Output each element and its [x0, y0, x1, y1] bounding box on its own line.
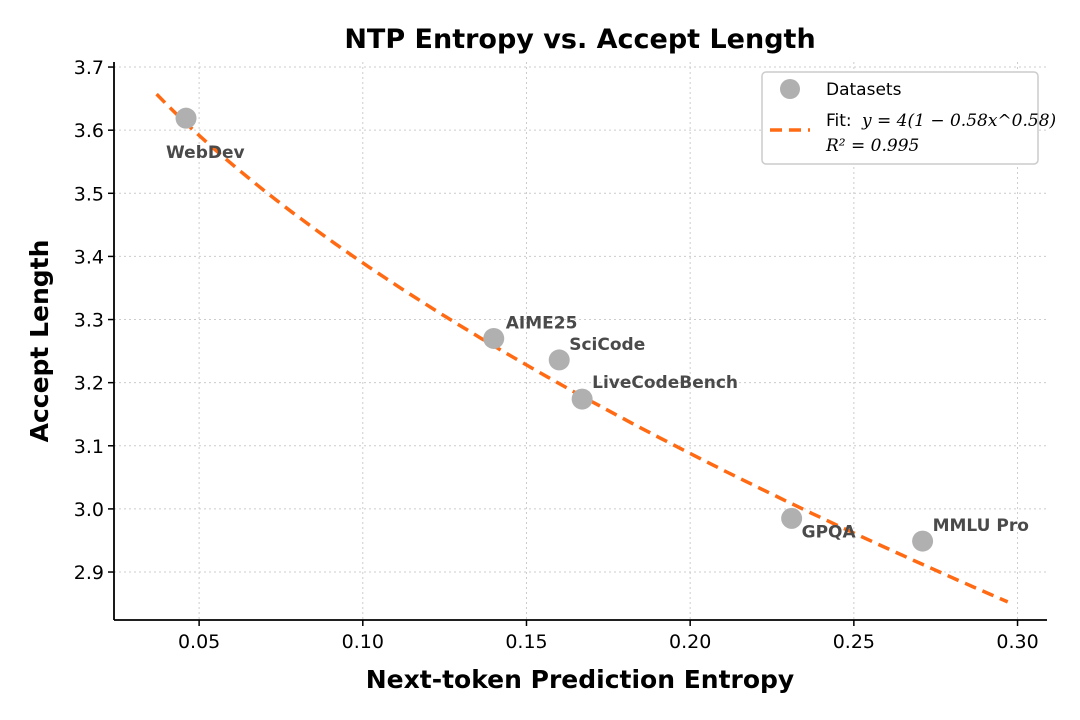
data-point — [483, 327, 505, 349]
grid — [114, 62, 1047, 620]
point-label: AIME25 — [506, 313, 578, 333]
x-tick-label: 0.30 — [996, 631, 1038, 653]
data-point — [548, 349, 570, 371]
data-point — [781, 507, 803, 529]
legend-r2: R² = 0.995 — [825, 136, 919, 156]
legend: Datasets Fit: y = 4(1 − 0.58x^0.58) R² =… — [761, 71, 1056, 165]
y-axis-label: Accept Length — [25, 240, 54, 443]
x-tick-label: 0.15 — [505, 631, 547, 653]
x-tick-label: 0.25 — [833, 631, 875, 653]
y-tick-label: 3.3 — [74, 310, 104, 332]
point-label: WebDev — [166, 143, 245, 163]
legend-fit-formula: y = 4(1 − 0.58x^0.58) — [861, 111, 1056, 131]
y-tick-label: 3.4 — [74, 246, 104, 268]
y-tick-label: 3.7 — [74, 57, 104, 79]
data-point — [912, 530, 934, 552]
point-label: GPQA — [802, 522, 857, 542]
y-tick-label: 3.1 — [74, 436, 104, 458]
point-label: SciCode — [569, 335, 645, 355]
point-label: LiveCodeBench — [592, 373, 738, 393]
legend-datasets-marker — [780, 79, 800, 99]
chart-title: NTP Entropy vs. Accept Length — [344, 24, 815, 55]
y-tick-label: 3.5 — [74, 183, 104, 205]
x-tick-label: 0.10 — [342, 631, 384, 653]
y-tick-label: 2.9 — [74, 562, 104, 584]
legend-datasets: Datasets — [826, 80, 902, 100]
point-label: MMLU Pro — [933, 516, 1029, 536]
y-tick-label: 3.2 — [74, 373, 104, 395]
data-point — [175, 107, 197, 129]
x-tick-label: 0.05 — [178, 631, 220, 653]
axes: 0.05 0.10 0.15 0.20 0.25 0.30 2.9 3.0 3.1 3.2 3.3 3… — [74, 57, 1047, 653]
data-point — [571, 388, 593, 410]
y-tick-label: 3.6 — [74, 120, 104, 142]
x-axis-label: Next-token Prediction Entropy — [366, 665, 794, 694]
legend-fit-prefix: Fit: — [826, 111, 852, 131]
x-tick-label: 0.20 — [669, 631, 711, 653]
y-tick-label: 3.0 — [74, 499, 104, 521]
